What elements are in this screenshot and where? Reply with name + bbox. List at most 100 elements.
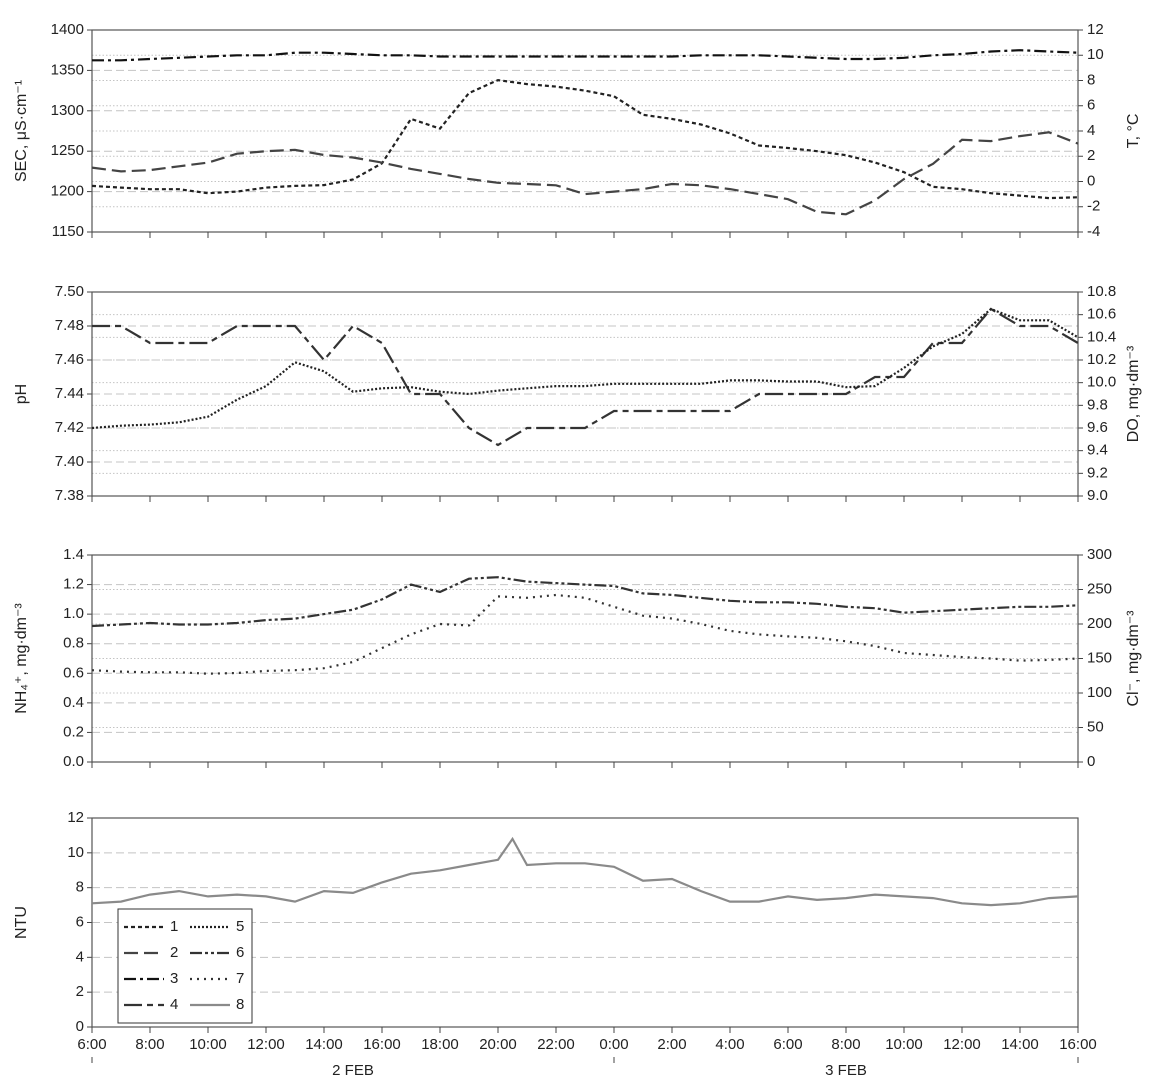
y-tick-label: 7.46 [55,351,84,368]
x-tick-label: 12:00 [943,1036,981,1053]
y2-tick-label: -4 [1087,223,1100,240]
x-tick-label: 16:00 [363,1036,401,1053]
y-tick-label: 4 [76,948,84,965]
plot-frame [91,29,1079,233]
x-tick-label: 18:00 [421,1036,459,1053]
y-tick-label: 7.38 [55,487,84,504]
y-tick-label: 1400 [51,21,84,38]
y-tick-label: 0.6 [63,664,84,681]
y2-tick-label: 250 [1087,580,1112,597]
y-axis-title: NTU [13,906,30,939]
group-label: 2 FEB [332,1062,374,1079]
y-tick-label: 0.2 [63,723,84,740]
y2-tick-label: 12 [1087,21,1104,38]
y2-tick-label: 2 [1087,147,1095,164]
series-line [92,49,1079,62]
y-axis-title: NH₄⁺, mg·dm⁻³ [13,603,30,714]
plot-frame [91,291,1079,497]
series-line [91,593,1079,675]
y2-tick-label: 10.6 [1087,306,1116,323]
y-tick-label: 1250 [51,142,84,159]
legend-label: 8 [236,996,244,1013]
y2-tick-label: 10.8 [1087,283,1116,300]
y2-tick-label: 150 [1087,649,1112,666]
x-tick-label: 14:00 [1001,1036,1039,1053]
series-line [91,78,1079,200]
legend-label: 2 [170,944,178,961]
plot-frame [91,554,1079,763]
x-tick-label: 2:00 [657,1036,686,1053]
x-tick-label: 12:00 [247,1036,285,1053]
y-tick-label: 2 [76,983,84,1000]
y2-tick-label: 10.0 [1087,374,1116,391]
y-tick-label: 1300 [51,102,84,119]
x-tick-label: 6:00 [773,1036,802,1053]
legend-label: 1 [170,918,178,935]
y2-axis-title: Cl⁻, mg·dm⁻³ [1125,610,1142,707]
y-tick-label: 10 [67,844,84,861]
legend-label: 6 [236,944,244,961]
x-tick-label: 14:00 [305,1036,343,1053]
y2-tick-label: 0 [1087,753,1095,770]
y2-tick-label: 0 [1087,172,1095,189]
y-tick-label: 12 [67,809,84,826]
y-tick-label: 0.4 [63,694,84,711]
y-tick-label: 0.0 [63,753,84,770]
series-line [92,307,1079,447]
y2-tick-label: 6 [1087,97,1095,114]
legend-label: 5 [236,918,244,935]
y2-tick-label: 10 [1087,46,1104,63]
y-tick-label: 7.40 [55,453,84,470]
y2-tick-label: 9.4 [1087,442,1108,459]
y-tick-label: 1200 [51,183,84,200]
x-tick-label: 20:00 [479,1036,517,1053]
y-tick-label: 6 [76,913,84,930]
y2-tick-label: 50 [1087,718,1104,735]
y2-tick-label: 9.0 [1087,487,1108,504]
y2-tick-label: 100 [1087,684,1112,701]
legend-label: 4 [170,996,178,1013]
y-tick-label: 0 [76,1018,84,1035]
x-tick-label: 10:00 [189,1036,227,1053]
y-tick-label: 1.0 [63,605,84,622]
series-line [91,576,1079,628]
y2-tick-label: 200 [1087,615,1112,632]
x-tick-label: 8:00 [831,1036,860,1053]
legend-label: 3 [170,970,178,987]
y2-tick-label: 9.8 [1087,396,1108,413]
y-tick-label: 0.8 [63,635,84,652]
y-axis-title: pH [13,384,30,404]
y2-axis-title: T, °C [1125,114,1142,149]
legend-label: 7 [236,970,244,987]
series-line [91,307,1079,430]
y-axis-title: SEC, μS·cm⁻¹ [13,80,30,182]
y2-tick-label: 9.6 [1087,419,1108,436]
y-tick-label: 7.42 [55,419,84,436]
y-tick-label: 1.4 [63,546,84,563]
y2-tick-label: 10.2 [1087,351,1116,368]
group-label: 3 FEB [825,1062,867,1079]
x-tick-label: 22:00 [537,1036,575,1053]
plot-frame [91,817,1079,1028]
series-line [91,836,1079,907]
y2-tick-label: 10.4 [1087,328,1116,345]
x-tick-label: 0:00 [599,1036,628,1053]
y-tick-label: 7.50 [55,283,84,300]
y-tick-label: 7.48 [55,317,84,334]
y2-tick-label: -2 [1087,198,1100,215]
x-tick-label: 16:00 [1059,1036,1097,1053]
y-tick-label: 8 [76,879,84,896]
x-tick-label: 6:00 [77,1036,106,1053]
y-tick-label: 1350 [51,61,84,78]
y2-tick-label: 4 [1087,122,1095,139]
x-tick-label: 4:00 [715,1036,744,1053]
y-tick-label: 1150 [52,223,84,240]
x-tick-label: 8:00 [135,1036,164,1053]
y-tick-label: 1.2 [63,576,84,593]
y2-tick-label: 300 [1087,546,1112,563]
y2-tick-label: 9.2 [1087,464,1108,481]
y2-axis-title: DO, mg·dm⁻³ [1125,345,1142,442]
y2-tick-label: 8 [1087,71,1095,88]
x-tick-label: 10:00 [885,1036,923,1053]
